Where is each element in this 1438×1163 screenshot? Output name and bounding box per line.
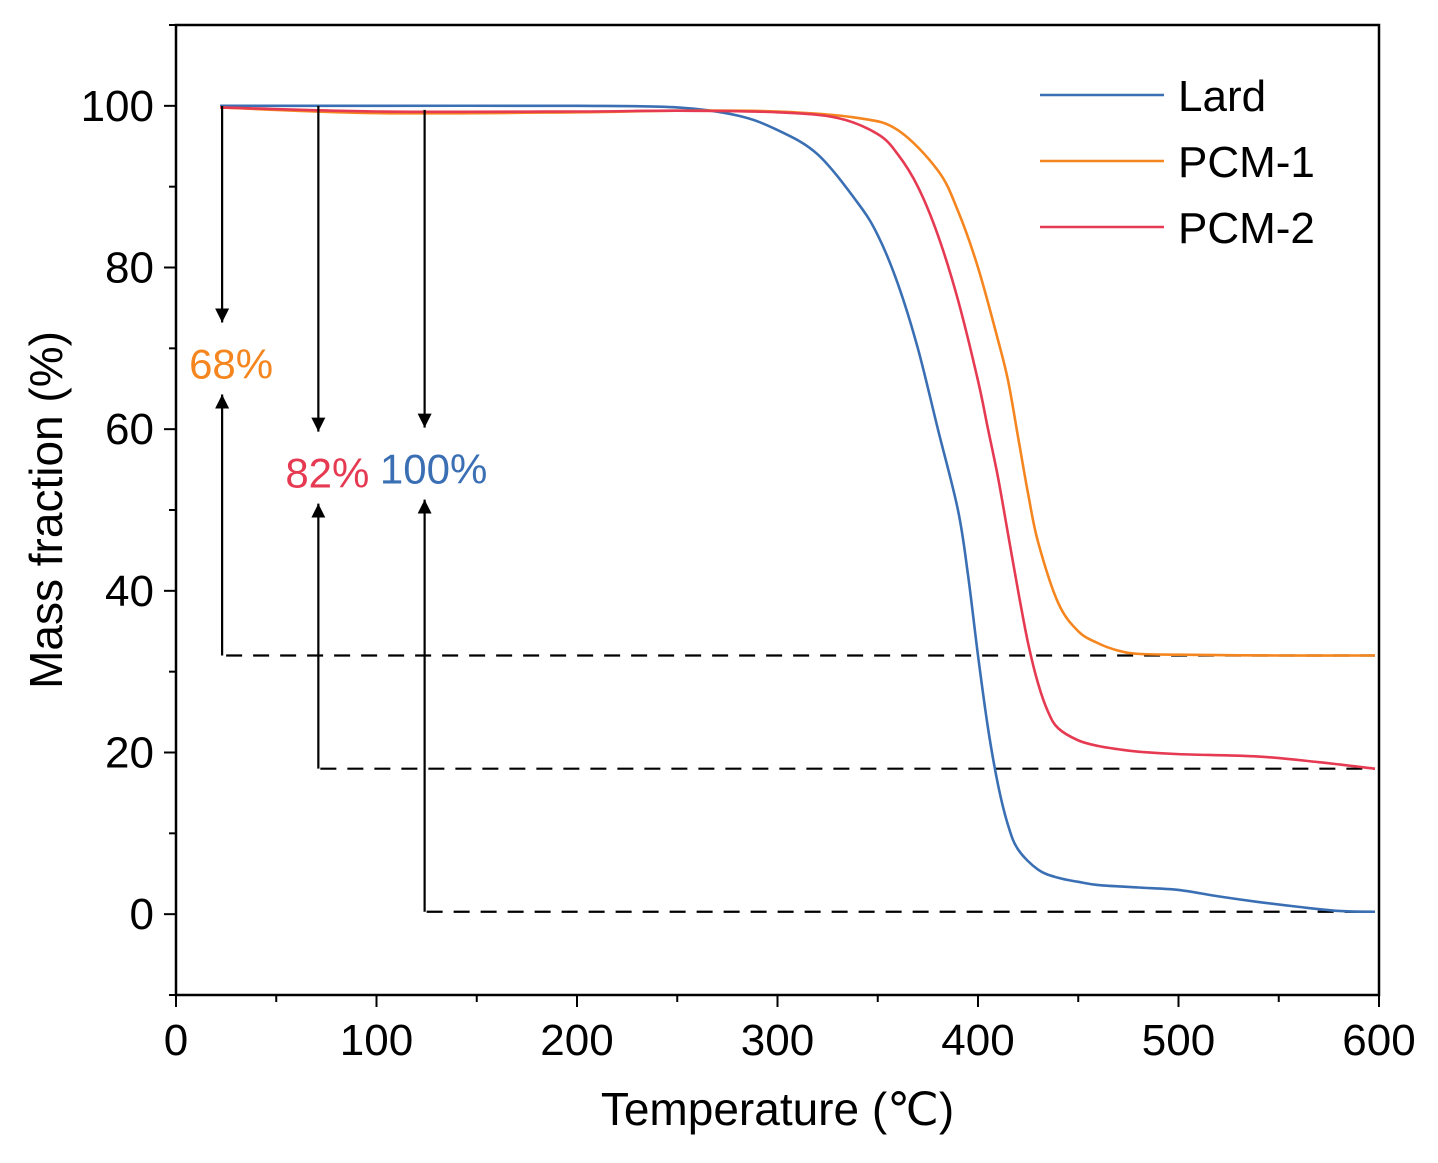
annotations: 68% 82% 100% [189,105,487,912]
series-line-pcm-1 [220,106,1375,657]
x-tick-label: 500 [1142,1016,1215,1065]
annotation-label: 82% [285,450,369,497]
y-tick-label: 100 [81,82,154,131]
annotation-label: 100% [380,446,487,493]
x-tick-label: 200 [540,1016,613,1065]
series-line-lard [220,104,1376,914]
legend-label: PCM-2 [1178,204,1315,253]
y-tick-label: 80 [105,244,154,293]
x-axis-title: Temperature (℃) [601,1083,954,1135]
x-tick-label: 600 [1342,1016,1415,1065]
y-tick-label: 40 [105,567,154,616]
x-tick-label: 100 [340,1016,413,1065]
reference-lines [226,654,1375,913]
series-line-pcm-2 [220,106,1376,770]
y-tick-label: 20 [105,729,154,778]
x-tick-label: 300 [741,1016,814,1065]
annotation-label: 68% [189,341,273,388]
y-tick-label: 0 [130,890,154,939]
x-tick-label: 400 [941,1016,1014,1065]
data-series [220,104,1376,914]
x-tick-label: 0 [164,1016,188,1065]
y-axis-title: Mass fraction (%) [20,331,72,689]
legend-label: Lard [1178,72,1266,121]
y-tick-label: 60 [105,405,154,454]
legend: Lard PCM-1 PCM-2 [1040,72,1315,253]
legend-label: PCM-1 [1178,138,1315,187]
plot-axes: 0 100 200 300 400 500 600 0 20 40 60 80 100 [81,23,1416,1065]
